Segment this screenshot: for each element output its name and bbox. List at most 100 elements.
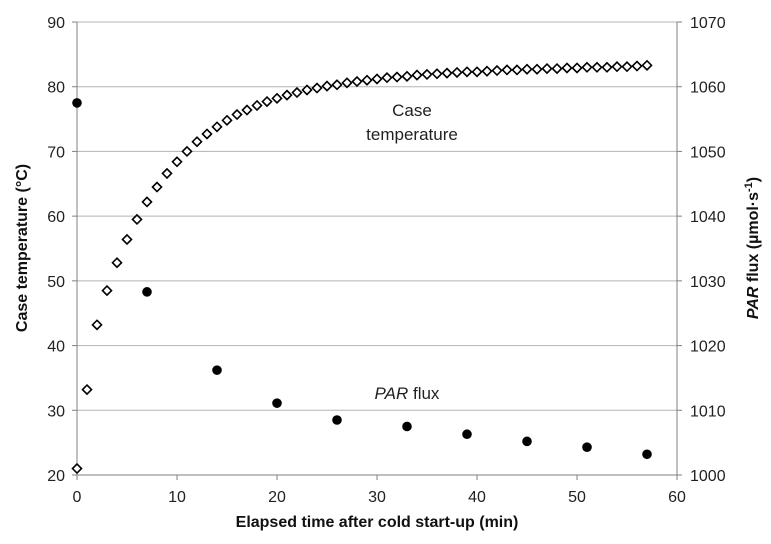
temperature-point (561, 62, 573, 74)
temperature-point (251, 99, 263, 112)
temperature-point (211, 121, 223, 133)
temperature-point (531, 63, 543, 75)
temperature-point (331, 79, 343, 91)
temperature-point (571, 62, 583, 74)
y-right-tick-label: 1050 (690, 144, 726, 161)
annotation-case-line1: Case (392, 101, 432, 120)
temperature-point (241, 104, 253, 116)
temperature-point (301, 84, 313, 96)
temperature-point (141, 196, 153, 208)
temperature-point (161, 167, 173, 180)
temperature-point (341, 77, 353, 89)
temperature-point (511, 64, 523, 76)
temperature-point (91, 319, 103, 331)
y-left-tick-label: 30 (47, 403, 65, 420)
axes (72, 21, 682, 480)
par-flux-point (402, 421, 412, 432)
temperature-point (591, 61, 603, 73)
temperature-point (431, 68, 443, 80)
temperature-point (471, 66, 483, 78)
y-left-tick-label: 70 (47, 144, 65, 161)
temperature-point (291, 86, 303, 99)
temperature-point (621, 61, 633, 73)
temperature-point (491, 64, 503, 77)
temperature-point (151, 181, 163, 193)
temperature-point (321, 80, 333, 92)
temperature-point (121, 233, 133, 246)
annotation-case-line2: temperature (366, 125, 458, 144)
temperature-point (271, 92, 283, 104)
gridlines (77, 21, 677, 411)
temperature-point (111, 257, 123, 269)
x-tick-label: 30 (368, 489, 386, 506)
temperature-point (381, 72, 393, 84)
y-right-tick-label: 1000 (690, 468, 726, 485)
temperature-point (521, 63, 533, 75)
temperature-point (311, 82, 323, 94)
par-flux-point (642, 449, 652, 460)
x-tick-label: 0 (73, 489, 82, 506)
x-tick-label: 60 (668, 489, 686, 506)
temperature-point (401, 70, 413, 82)
y-right-tick-label: 1040 (690, 209, 726, 226)
par-flux-point (212, 365, 222, 375)
temperature-point (81, 383, 93, 396)
y-right-tick-label: 1010 (690, 403, 726, 420)
temperature-point (131, 213, 143, 226)
x-tick-label: 10 (168, 489, 186, 506)
y-right-title-rest: flux (µmol·s (745, 192, 762, 287)
par-flux-point (72, 98, 82, 108)
temperature-point (641, 59, 653, 71)
par-flux-point (522, 436, 532, 447)
temperature-point (231, 108, 243, 121)
y-right-tick-label: 1070 (690, 15, 726, 32)
temperature-point (501, 64, 513, 76)
y-right-title-close: ) (745, 177, 762, 182)
temperature-point (171, 156, 183, 168)
y-left-tick-label: 50 (47, 274, 65, 291)
par-flux-point (582, 442, 592, 452)
par-flux-point (332, 415, 342, 425)
temperature-point (191, 136, 203, 148)
temperature-point (281, 89, 293, 101)
y-left-tick-label: 60 (47, 209, 65, 226)
temperature-point (411, 69, 423, 81)
y-right-tick-label: 1030 (690, 274, 726, 291)
temperature-point (261, 95, 273, 108)
series-par-flux (72, 98, 652, 460)
temperature-point (601, 61, 613, 73)
y-left-tick-label: 80 (47, 80, 65, 97)
temperature-point (391, 71, 403, 83)
temperature-point (71, 462, 83, 475)
temperature-point (181, 145, 193, 158)
y-left-axis-title: Case temperature (°C) (14, 164, 31, 332)
annotation-par-rest: flux (408, 384, 440, 403)
temperature-point (631, 60, 643, 72)
y-left-tick-label: 40 (47, 339, 65, 356)
temperature-point (461, 66, 473, 78)
temperature-point (371, 73, 383, 85)
temperature-point (101, 284, 113, 297)
temperature-point (541, 62, 553, 75)
x-tick-label: 50 (568, 489, 586, 506)
x-axis-title: Elapsed time after cold start-up (min) (236, 514, 519, 531)
temperature-point (551, 62, 563, 75)
y-left-tick-labels: 20 30 40 50 60 70 80 90 (47, 15, 65, 485)
y-right-title-sup: -1 (743, 182, 755, 192)
annotation-par-italic: PAR (375, 384, 409, 403)
y-right-tick-labels: 1000 1010 1020 1030 1040 1050 1060 1070 (690, 15, 726, 485)
par-flux-point (272, 398, 282, 408)
y-left-tick-label: 20 (47, 468, 65, 485)
temperature-point (611, 61, 623, 73)
y-right-axis-title: PAR flux (µmol·s-1) (743, 177, 762, 319)
x-tick-label: 20 (268, 489, 286, 506)
temperature-point (451, 66, 463, 79)
annotation-case-temperature-2: temperature (366, 125, 458, 144)
temperature-point (351, 75, 363, 88)
series-case-temperature (71, 59, 653, 475)
annotation-case-temperature: Case (392, 101, 432, 120)
temperature-point (481, 65, 493, 77)
y-right-title-italic: PAR (745, 286, 762, 319)
y-left-tick-label: 90 (47, 15, 65, 32)
x-tick-label: 40 (468, 489, 486, 506)
